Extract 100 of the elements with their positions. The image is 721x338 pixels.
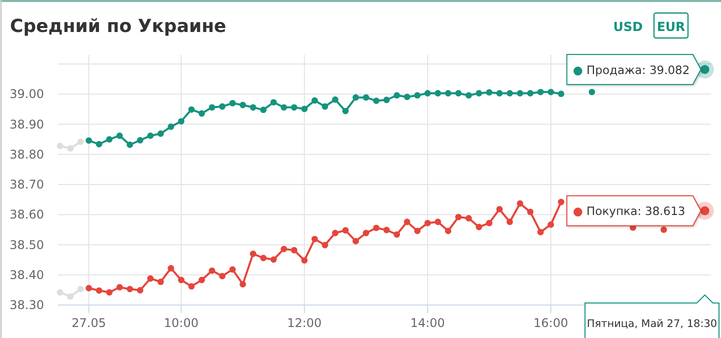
point — [126, 286, 134, 292]
point — [116, 284, 123, 290]
x-tick-label: 12:00 — [287, 316, 322, 330]
y-tick-label: 38.90 — [10, 117, 44, 132]
point — [486, 89, 492, 96]
point — [352, 238, 359, 244]
point — [86, 284, 92, 292]
point — [106, 289, 113, 296]
point — [229, 266, 236, 273]
point — [147, 132, 154, 139]
x-tick-label: 16:00 — [534, 316, 568, 330]
point — [537, 228, 544, 236]
y-tick-label: 39.00 — [10, 87, 44, 102]
point — [168, 265, 174, 272]
point — [342, 108, 349, 114]
point — [394, 231, 400, 238]
point — [116, 132, 123, 139]
point — [548, 221, 554, 228]
point — [157, 278, 164, 285]
point — [106, 136, 113, 143]
point — [188, 283, 195, 290]
point — [527, 208, 534, 216]
point — [660, 226, 667, 233]
point — [434, 218, 442, 226]
point — [342, 227, 349, 234]
point — [86, 137, 92, 144]
point — [280, 246, 288, 252]
point — [178, 276, 184, 284]
point — [394, 92, 400, 99]
annotation: ● Продажа: 39.082 — [572, 62, 690, 77]
point — [208, 267, 216, 274]
point — [168, 123, 174, 130]
point — [260, 254, 267, 262]
point — [301, 106, 308, 112]
y-tick-label: 38.60 — [10, 208, 44, 222]
point — [383, 226, 390, 234]
point — [96, 287, 102, 294]
point — [444, 90, 452, 96]
point — [208, 104, 216, 111]
point — [270, 99, 277, 106]
x-tick-label: 27.05 — [72, 316, 106, 330]
point — [537, 88, 544, 96]
point — [373, 98, 380, 104]
point — [322, 103, 328, 110]
point — [548, 88, 554, 96]
point — [424, 220, 431, 226]
point — [383, 96, 390, 104]
point — [229, 100, 236, 106]
point — [240, 281, 246, 288]
point — [444, 228, 452, 234]
y-tick-label: 38.70 — [10, 178, 44, 192]
point — [527, 90, 534, 96]
point — [506, 90, 513, 96]
point — [558, 198, 564, 206]
point — [362, 230, 370, 236]
point — [198, 110, 205, 117]
chart-title: Средний по Украине — [10, 16, 226, 37]
point — [311, 236, 318, 242]
point — [404, 218, 410, 226]
point — [516, 90, 524, 96]
point — [250, 104, 256, 111]
point — [588, 88, 596, 96]
point — [414, 92, 421, 99]
point — [476, 90, 482, 96]
point — [198, 276, 205, 284]
y-tick-label: 38.30 — [10, 298, 44, 312]
point — [136, 287, 144, 294]
point — [157, 130, 164, 137]
point — [290, 104, 298, 111]
y-tick-label: 38.40 — [10, 268, 44, 282]
point — [188, 106, 195, 113]
point — [496, 206, 503, 212]
point — [373, 224, 380, 232]
point — [136, 137, 144, 144]
y-tick-label: 38.50 — [10, 238, 44, 252]
point — [322, 242, 328, 248]
point — [352, 94, 359, 101]
point — [465, 92, 472, 99]
text: EUR — [656, 19, 686, 34]
y-tick-label: 38.80 — [10, 147, 44, 162]
point — [301, 257, 308, 264]
point — [414, 228, 421, 234]
point — [506, 218, 513, 226]
point — [332, 230, 338, 236]
point — [240, 102, 246, 108]
point — [516, 200, 524, 207]
point — [219, 272, 226, 280]
x-tick-label: 14:00 — [410, 316, 445, 330]
point — [455, 90, 462, 96]
point — [147, 275, 154, 282]
point — [465, 215, 472, 222]
point — [250, 250, 256, 257]
x-tick-label: 10:00 — [164, 316, 199, 330]
point — [455, 214, 462, 220]
text: USD — [613, 19, 643, 34]
text: Пятница, Май 27, 18:30 — [586, 318, 718, 330]
point — [424, 90, 431, 96]
point — [404, 94, 410, 100]
annotation: ● Покупка: 38.613 — [572, 204, 686, 218]
point — [178, 118, 184, 124]
